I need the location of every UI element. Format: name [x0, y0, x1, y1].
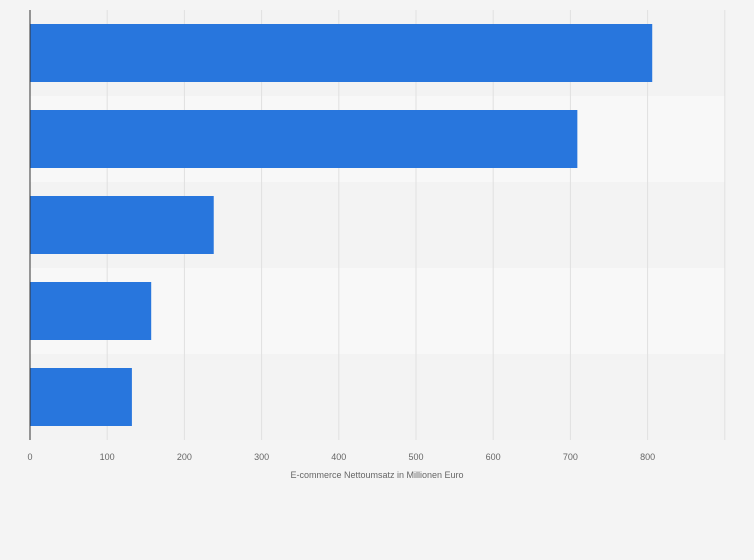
- bars: [30, 24, 653, 426]
- bar[interactable]: [30, 24, 653, 82]
- x-tick-label: 800: [640, 452, 655, 462]
- bar[interactable]: [30, 196, 214, 254]
- x-tick-label: 300: [254, 452, 269, 462]
- x-axis-title: E-commerce Nettoumsatz in Millionen Euro: [290, 470, 463, 480]
- x-tick-label: 100: [100, 452, 115, 462]
- bar[interactable]: [30, 282, 152, 340]
- x-tick-label: 500: [408, 452, 423, 462]
- x-tick-labels: 0 100 200 300 400 500 600 700 800: [27, 452, 655, 462]
- bar[interactable]: [30, 368, 132, 426]
- x-tick-label: 0: [27, 452, 32, 462]
- bar[interactable]: [30, 110, 578, 168]
- x-tick-label: 400: [331, 452, 346, 462]
- x-tick-label: 600: [486, 452, 501, 462]
- category-band: [30, 354, 725, 440]
- x-tick-label: 200: [177, 452, 192, 462]
- x-tick-label: 700: [563, 452, 578, 462]
